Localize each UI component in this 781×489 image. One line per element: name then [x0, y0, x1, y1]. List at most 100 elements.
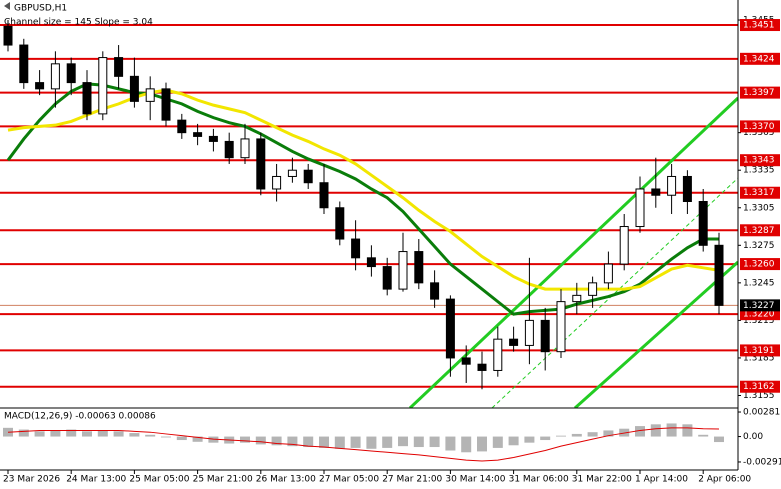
candle-body — [445, 298, 455, 359]
level-label: 1.3191 — [743, 346, 775, 356]
candle-body — [335, 207, 345, 240]
price-pane — [3, 20, 738, 408]
macd-bar — [429, 436, 440, 448]
candle-body — [35, 82, 45, 90]
macd-bar — [287, 436, 298, 447]
candle-body — [66, 63, 76, 84]
y-tick-label: 1.3365 — [743, 128, 775, 138]
current-price-box — [740, 299, 780, 312]
x-tick-label: 30 Mar 14:00 — [445, 475, 505, 485]
y-tick-label: 1.3155 — [743, 391, 775, 401]
macd-bar — [334, 436, 345, 449]
candle-body — [224, 140, 234, 159]
x-tick-label: 25 Mar 21:00 — [193, 475, 253, 485]
candle-body — [287, 169, 297, 177]
axis-layer: 1.34551.33651.33351.33051.32751.32451.32… — [3, 16, 781, 485]
candle-body — [145, 88, 155, 102]
candle-body — [603, 263, 613, 284]
macd-bar — [366, 436, 377, 449]
level-label: 1.3220 — [743, 310, 775, 320]
macd-bar — [556, 435, 566, 437]
candle-body — [240, 138, 250, 159]
macd-bar — [176, 436, 187, 441]
channel-upper — [408, 96, 738, 408]
y-tick-label: 1.3245 — [743, 278, 775, 288]
candle-body — [414, 251, 424, 284]
channel-annotation: Channel size = 145 Slope = 3.04 — [4, 18, 153, 28]
macd-tick-label: -0.00291 — [743, 457, 781, 467]
candle-body — [714, 244, 724, 306]
level-label-box — [740, 52, 780, 65]
macd-tick-label: 0.00281 — [743, 408, 780, 418]
macd-bar — [477, 436, 487, 452]
candle-body — [540, 319, 550, 353]
macd-bar — [666, 423, 677, 437]
macd-bar — [350, 436, 361, 448]
candle-body — [524, 319, 534, 346]
level-label-box — [740, 19, 780, 32]
level-label: 1.3317 — [743, 188, 775, 198]
candle-body — [635, 188, 645, 228]
macd-title: MACD(12,26,9) -0.00063 0.00086 — [4, 412, 156, 422]
symbol-icon — [4, 2, 10, 10]
y-tick-label: 1.3185 — [743, 353, 775, 363]
macd-bar — [240, 436, 250, 443]
macd-bar — [97, 430, 108, 437]
y-tick-label: 1.3275 — [743, 241, 775, 251]
macd-bar — [413, 436, 424, 448]
x-tick-label: 23 Mar 2026 — [3, 475, 60, 485]
candle-body — [556, 301, 566, 353]
macd-signal — [7, 427, 720, 462]
x-tick-label: 26 Mar 13:00 — [256, 475, 316, 485]
macd-pane — [3, 423, 724, 462]
candle-body — [572, 294, 582, 303]
channel-lower — [573, 260, 738, 408]
candle-body — [493, 338, 503, 371]
chart-title: GBPUSD,H1 — [14, 4, 67, 14]
y-tick-label: 1.3335 — [743, 166, 775, 176]
candle-body — [477, 363, 487, 371]
macd-bar — [698, 434, 709, 437]
level-label: 1.3370 — [743, 122, 775, 132]
macd-bar — [445, 436, 456, 451]
macd-bar — [113, 431, 124, 437]
macd-bar — [650, 424, 661, 437]
candle-body — [319, 182, 329, 209]
candle-body — [366, 257, 376, 268]
candle-body — [177, 119, 187, 134]
candle-body — [50, 63, 60, 90]
level-label: 1.3343 — [743, 156, 775, 166]
y-tick-label: 1.3215 — [743, 316, 775, 326]
macd-bar — [398, 436, 408, 447]
current-price-label: 1.3227 — [743, 301, 775, 311]
macd-bar — [18, 429, 29, 437]
level-label-box — [740, 224, 780, 237]
candle-body — [114, 57, 124, 77]
macd-bar — [461, 436, 472, 453]
macd-bar — [714, 436, 724, 443]
candle-body — [193, 132, 203, 137]
candle-body — [208, 135, 218, 142]
candle-body — [256, 138, 266, 190]
level-label: 1.3162 — [743, 382, 775, 392]
level-label-box — [740, 258, 780, 271]
x-tick-label: 27 Mar 21:00 — [382, 475, 442, 485]
macd-bar — [303, 436, 314, 448]
level-label: 1.3424 — [743, 54, 775, 64]
candle-body — [98, 57, 108, 115]
macd-bar — [492, 436, 503, 448]
level-label: 1.3451 — [743, 21, 775, 31]
level-label: 1.3287 — [743, 226, 775, 236]
macd-bar — [66, 429, 77, 437]
x-tick-label: 1 Apr 14:00 — [635, 475, 688, 485]
candle-body — [351, 238, 361, 259]
level-label-box — [740, 154, 780, 167]
candle-body — [682, 175, 692, 202]
level-label: 1.3260 — [743, 260, 775, 270]
x-tick-label: 27 Mar 05:00 — [319, 475, 379, 485]
macd-bar — [192, 436, 203, 442]
macd-bar — [571, 433, 582, 437]
macd-bar — [50, 430, 61, 437]
level-label: 1.3397 — [743, 88, 775, 98]
